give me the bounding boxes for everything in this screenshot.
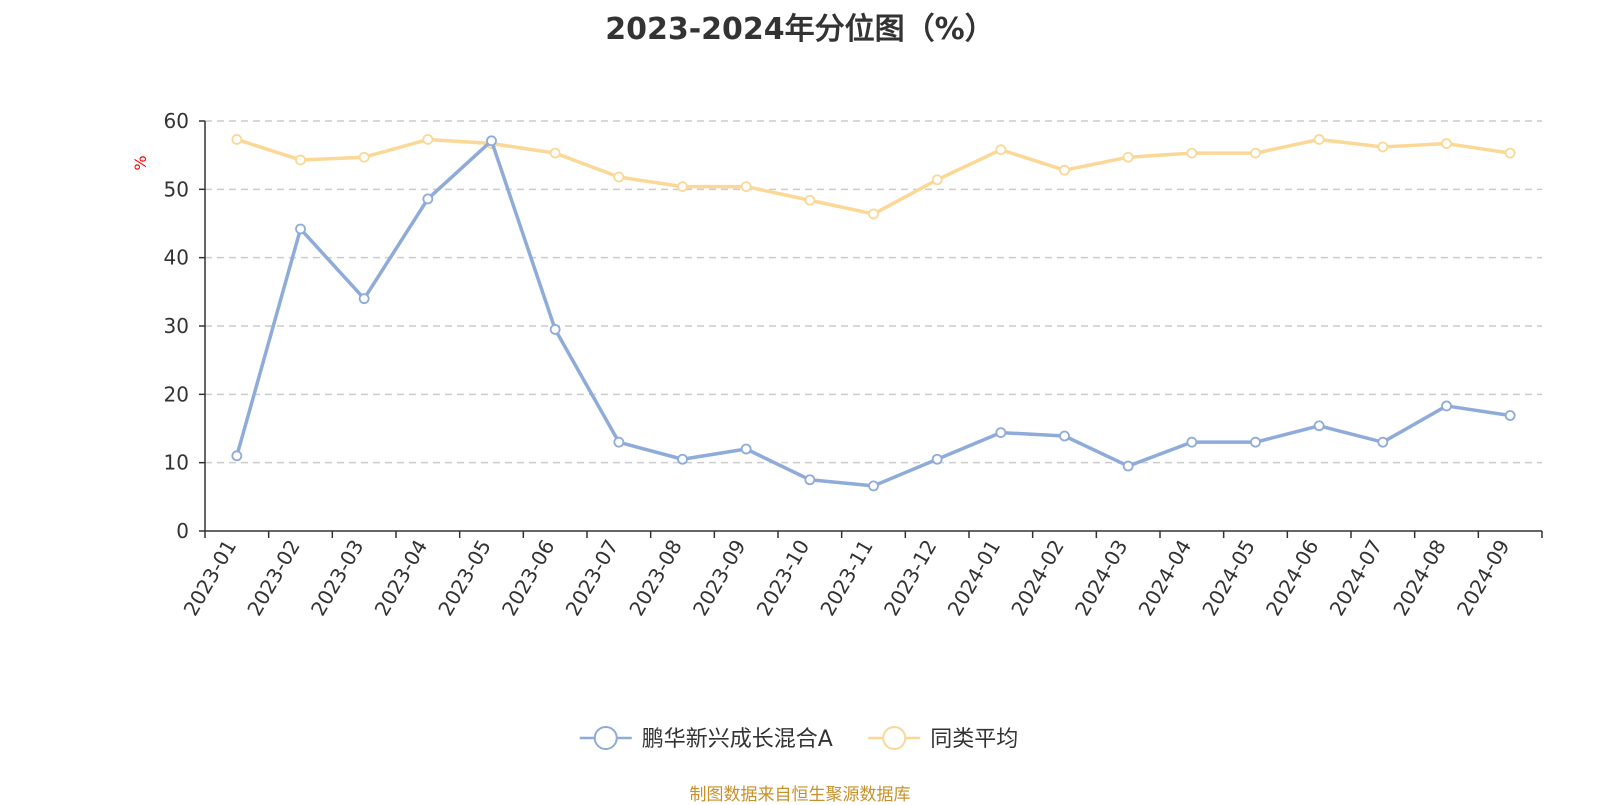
x-tick-label: 2023-09 <box>688 536 751 620</box>
data-point <box>1122 151 1134 163</box>
data-point <box>295 223 306 235</box>
y-tick-label: 40 <box>164 246 189 270</box>
data-point <box>740 443 752 455</box>
series-group <box>231 134 1516 220</box>
legend-item[interactable]: 鹏华新兴成长混合A <box>579 726 833 752</box>
x-tick-label: 2023-02 <box>242 536 305 620</box>
x-tick-label: 2024-07 <box>1325 536 1388 620</box>
legend-item[interactable]: 同类平均 <box>868 726 1018 752</box>
series-line <box>235 139 1511 488</box>
y-tick-label: 50 <box>164 177 189 201</box>
x-tick-label: 2024-05 <box>1197 536 1260 620</box>
x-tick-label: 2023-03 <box>306 536 369 620</box>
data-point <box>1250 147 1261 159</box>
series-lines <box>231 134 1516 492</box>
y-tick-label: 30 <box>164 314 189 338</box>
x-tick-label: 2023-04 <box>370 536 433 620</box>
data-point <box>995 427 1007 439</box>
x-tick-label: 2023-12 <box>879 536 942 620</box>
data-point <box>1441 138 1452 149</box>
data-point <box>740 181 752 193</box>
data-point <box>422 193 434 205</box>
x-tick-label: 2024-01 <box>943 535 1006 619</box>
legend-circle-symbol <box>882 726 907 750</box>
data-point <box>1122 460 1134 472</box>
y-tick-label: 20 <box>164 382 189 406</box>
legend-circle-symbol <box>593 726 618 750</box>
data-point <box>1186 436 1198 448</box>
chart-title: 2023-2024年分位图（%） <box>605 12 995 47</box>
data-point <box>358 293 370 305</box>
legend-label: 鹏华新兴成长混合A <box>642 727 833 752</box>
data-point <box>1059 430 1070 442</box>
data-point <box>295 154 306 166</box>
x-tick-label: 2024-06 <box>1261 536 1324 620</box>
x-tick-label: 2023-06 <box>497 536 560 620</box>
x-tick-label: 2024-02 <box>1006 536 1069 620</box>
x-tick-label: 2023-10 <box>752 536 815 620</box>
x-tick-label: 2024-08 <box>1388 536 1451 620</box>
data-point <box>1377 141 1389 153</box>
data-point <box>1186 147 1198 159</box>
data-point <box>1059 164 1070 176</box>
series-group <box>231 135 1516 492</box>
data-point <box>549 324 561 335</box>
data-point <box>613 436 625 448</box>
data-point <box>422 134 434 145</box>
y-tick-label: 10 <box>164 451 189 475</box>
x-tick-label: 2023-08 <box>624 536 687 620</box>
x-tick-label: 2024-09 <box>1452 536 1515 620</box>
data-point <box>613 171 625 183</box>
x-tick-label: 2023-07 <box>561 536 624 620</box>
data-point <box>358 151 370 163</box>
x-tick-label: 2023-11 <box>815 536 878 620</box>
data-point <box>931 174 943 186</box>
data-point <box>231 134 243 145</box>
data-point <box>804 194 816 206</box>
data-point <box>677 181 688 193</box>
data-point <box>995 144 1007 156</box>
data-point <box>931 453 943 465</box>
data-point <box>1250 436 1261 448</box>
y-tick-label: 0 <box>176 519 189 543</box>
x-tick-label: 2024-03 <box>1070 536 1133 620</box>
data-point <box>677 453 688 465</box>
data-point <box>549 147 561 159</box>
y-tick-label: 60 <box>164 109 189 133</box>
x-tick-label: 2023-01 <box>179 536 242 620</box>
legend-label: 同类平均 <box>930 727 1018 752</box>
source-note: 制图数据来自恒生聚源数据库 <box>689 785 911 805</box>
data-point <box>486 135 497 147</box>
x-tick-label: 2023-05 <box>433 536 496 620</box>
grid-lines <box>205 120 1542 464</box>
data-point <box>1377 436 1389 448</box>
data-point <box>804 474 816 486</box>
data-point <box>868 480 879 492</box>
y-axis-unit-label: % <box>131 155 150 170</box>
data-point <box>1504 147 1516 159</box>
data-point <box>1313 420 1325 432</box>
data-point <box>1441 400 1452 412</box>
x-tick-label: 2024-04 <box>1134 536 1197 620</box>
data-point <box>1504 410 1516 421</box>
data-point <box>868 208 879 220</box>
legend[interactable]: 鹏华新兴成长混合A 同类平均 <box>579 726 1019 752</box>
data-point <box>1313 134 1325 145</box>
data-point <box>231 450 243 462</box>
